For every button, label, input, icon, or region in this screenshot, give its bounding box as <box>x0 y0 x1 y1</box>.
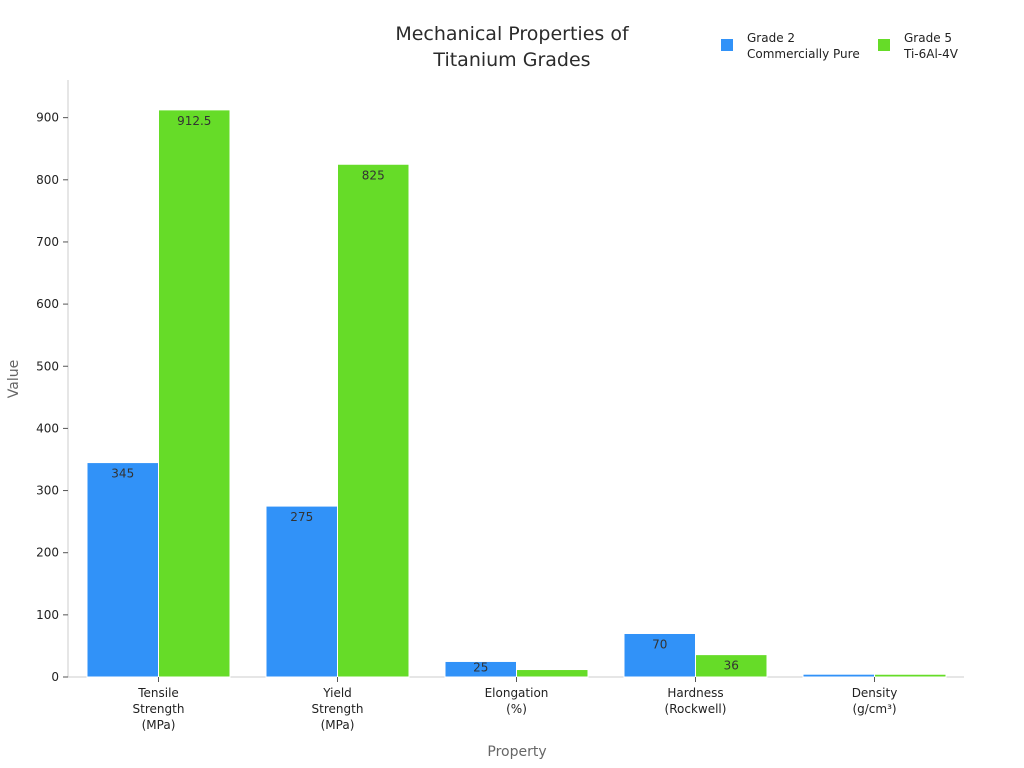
x-tick-label-hardness: Hardness (Rockwell) <box>665 686 727 716</box>
bar-series-2-hardness <box>695 654 768 678</box>
bar-series-2-elongation <box>516 669 589 678</box>
y-tick-label-900: 900 <box>36 111 59 125</box>
data-label-series-1-yield: 275 <box>290 510 313 524</box>
y-tick-label-600: 600 <box>36 297 59 311</box>
y-tick-label-100: 100 <box>36 608 59 622</box>
y-tick-label-200: 200 <box>36 546 59 560</box>
data-labels: 345 275 25 70 912.5 825 36 <box>111 114 739 675</box>
y-tick-label-700: 700 <box>36 235 59 249</box>
bar-series-2-yield <box>337 163 410 678</box>
x-axis-ticks: Tensile Strength (MPa) Yield Strength (MPa) El… <box>133 677 898 732</box>
legend-label-series-1: Grade 2 Commercially Pure <box>747 31 860 61</box>
bar-series-1-yield <box>265 505 338 678</box>
x-tick-label-yield: Yield Strength (MPa) <box>312 686 364 732</box>
y-tick-label-0: 0 <box>51 670 59 684</box>
y-tick-label-500: 500 <box>36 359 59 373</box>
legend: Grade 2 Commercially Pure Grade 5 Ti-6Al-4V <box>721 31 959 61</box>
chart-title-line-1: Mechanical Properties of <box>395 23 630 45</box>
y-axis-title: Value <box>6 360 22 398</box>
bar-series <box>86 109 947 678</box>
bar-series-1-tensile <box>86 462 159 678</box>
data-label-series-2-yield: 825 <box>362 168 385 182</box>
bar-series-2-density <box>874 673 947 678</box>
data-label-series-1-tensile: 345 <box>111 467 134 481</box>
x-axis-title: Property <box>487 744 546 760</box>
legend-label-series-2: Grade 5 Ti-6Al-4V <box>903 31 959 61</box>
bar-series-1-density <box>802 673 875 678</box>
bar-series-1-hardness <box>623 632 696 678</box>
x-tick-label-density: Density (g/cm³) <box>852 686 898 716</box>
bar-series-2-tensile <box>158 109 231 678</box>
y-tick-label-300: 300 <box>36 484 59 498</box>
data-label-series-2-hardness: 36 <box>724 659 739 673</box>
y-tick-label-400: 400 <box>36 421 59 435</box>
data-label-series-2-tensile: 912.5 <box>177 114 211 128</box>
y-axis-ticks: 0 100 200 300 400 500 600 700 800 900 <box>36 111 68 684</box>
legend-swatch-series-2 <box>878 39 890 51</box>
chart-title-line-2: Titanium Grades <box>432 49 590 71</box>
data-label-series-1-hardness: 70 <box>652 637 667 651</box>
data-label-series-1-elongation: 25 <box>473 660 488 674</box>
x-tick-label-tensile: Tensile Strength (MPa) <box>133 686 185 732</box>
legend-swatch-series-1 <box>721 39 733 51</box>
x-tick-label-elongation: Elongation (%) <box>485 686 549 716</box>
y-tick-label-800: 800 <box>36 173 59 187</box>
